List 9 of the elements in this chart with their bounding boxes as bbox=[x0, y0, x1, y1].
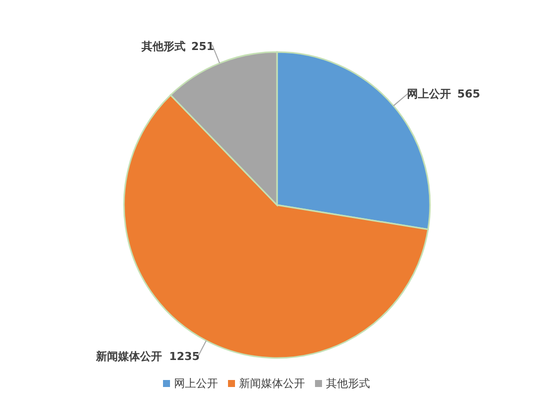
slice-label: 网上公开 bbox=[407, 88, 452, 101]
legend-label: 其他形式 bbox=[326, 376, 370, 391]
data-label: 251 bbox=[191, 40, 214, 53]
data-label: 565 bbox=[457, 88, 480, 101]
legend-label: 网上公开 bbox=[174, 376, 218, 391]
legend-label: 新闻媒体公开 bbox=[239, 376, 305, 391]
slice-label: 其他形式 bbox=[140, 40, 186, 53]
data-label: 1235 bbox=[169, 350, 200, 364]
slice-label: 新闻媒体公开 bbox=[95, 350, 162, 364]
